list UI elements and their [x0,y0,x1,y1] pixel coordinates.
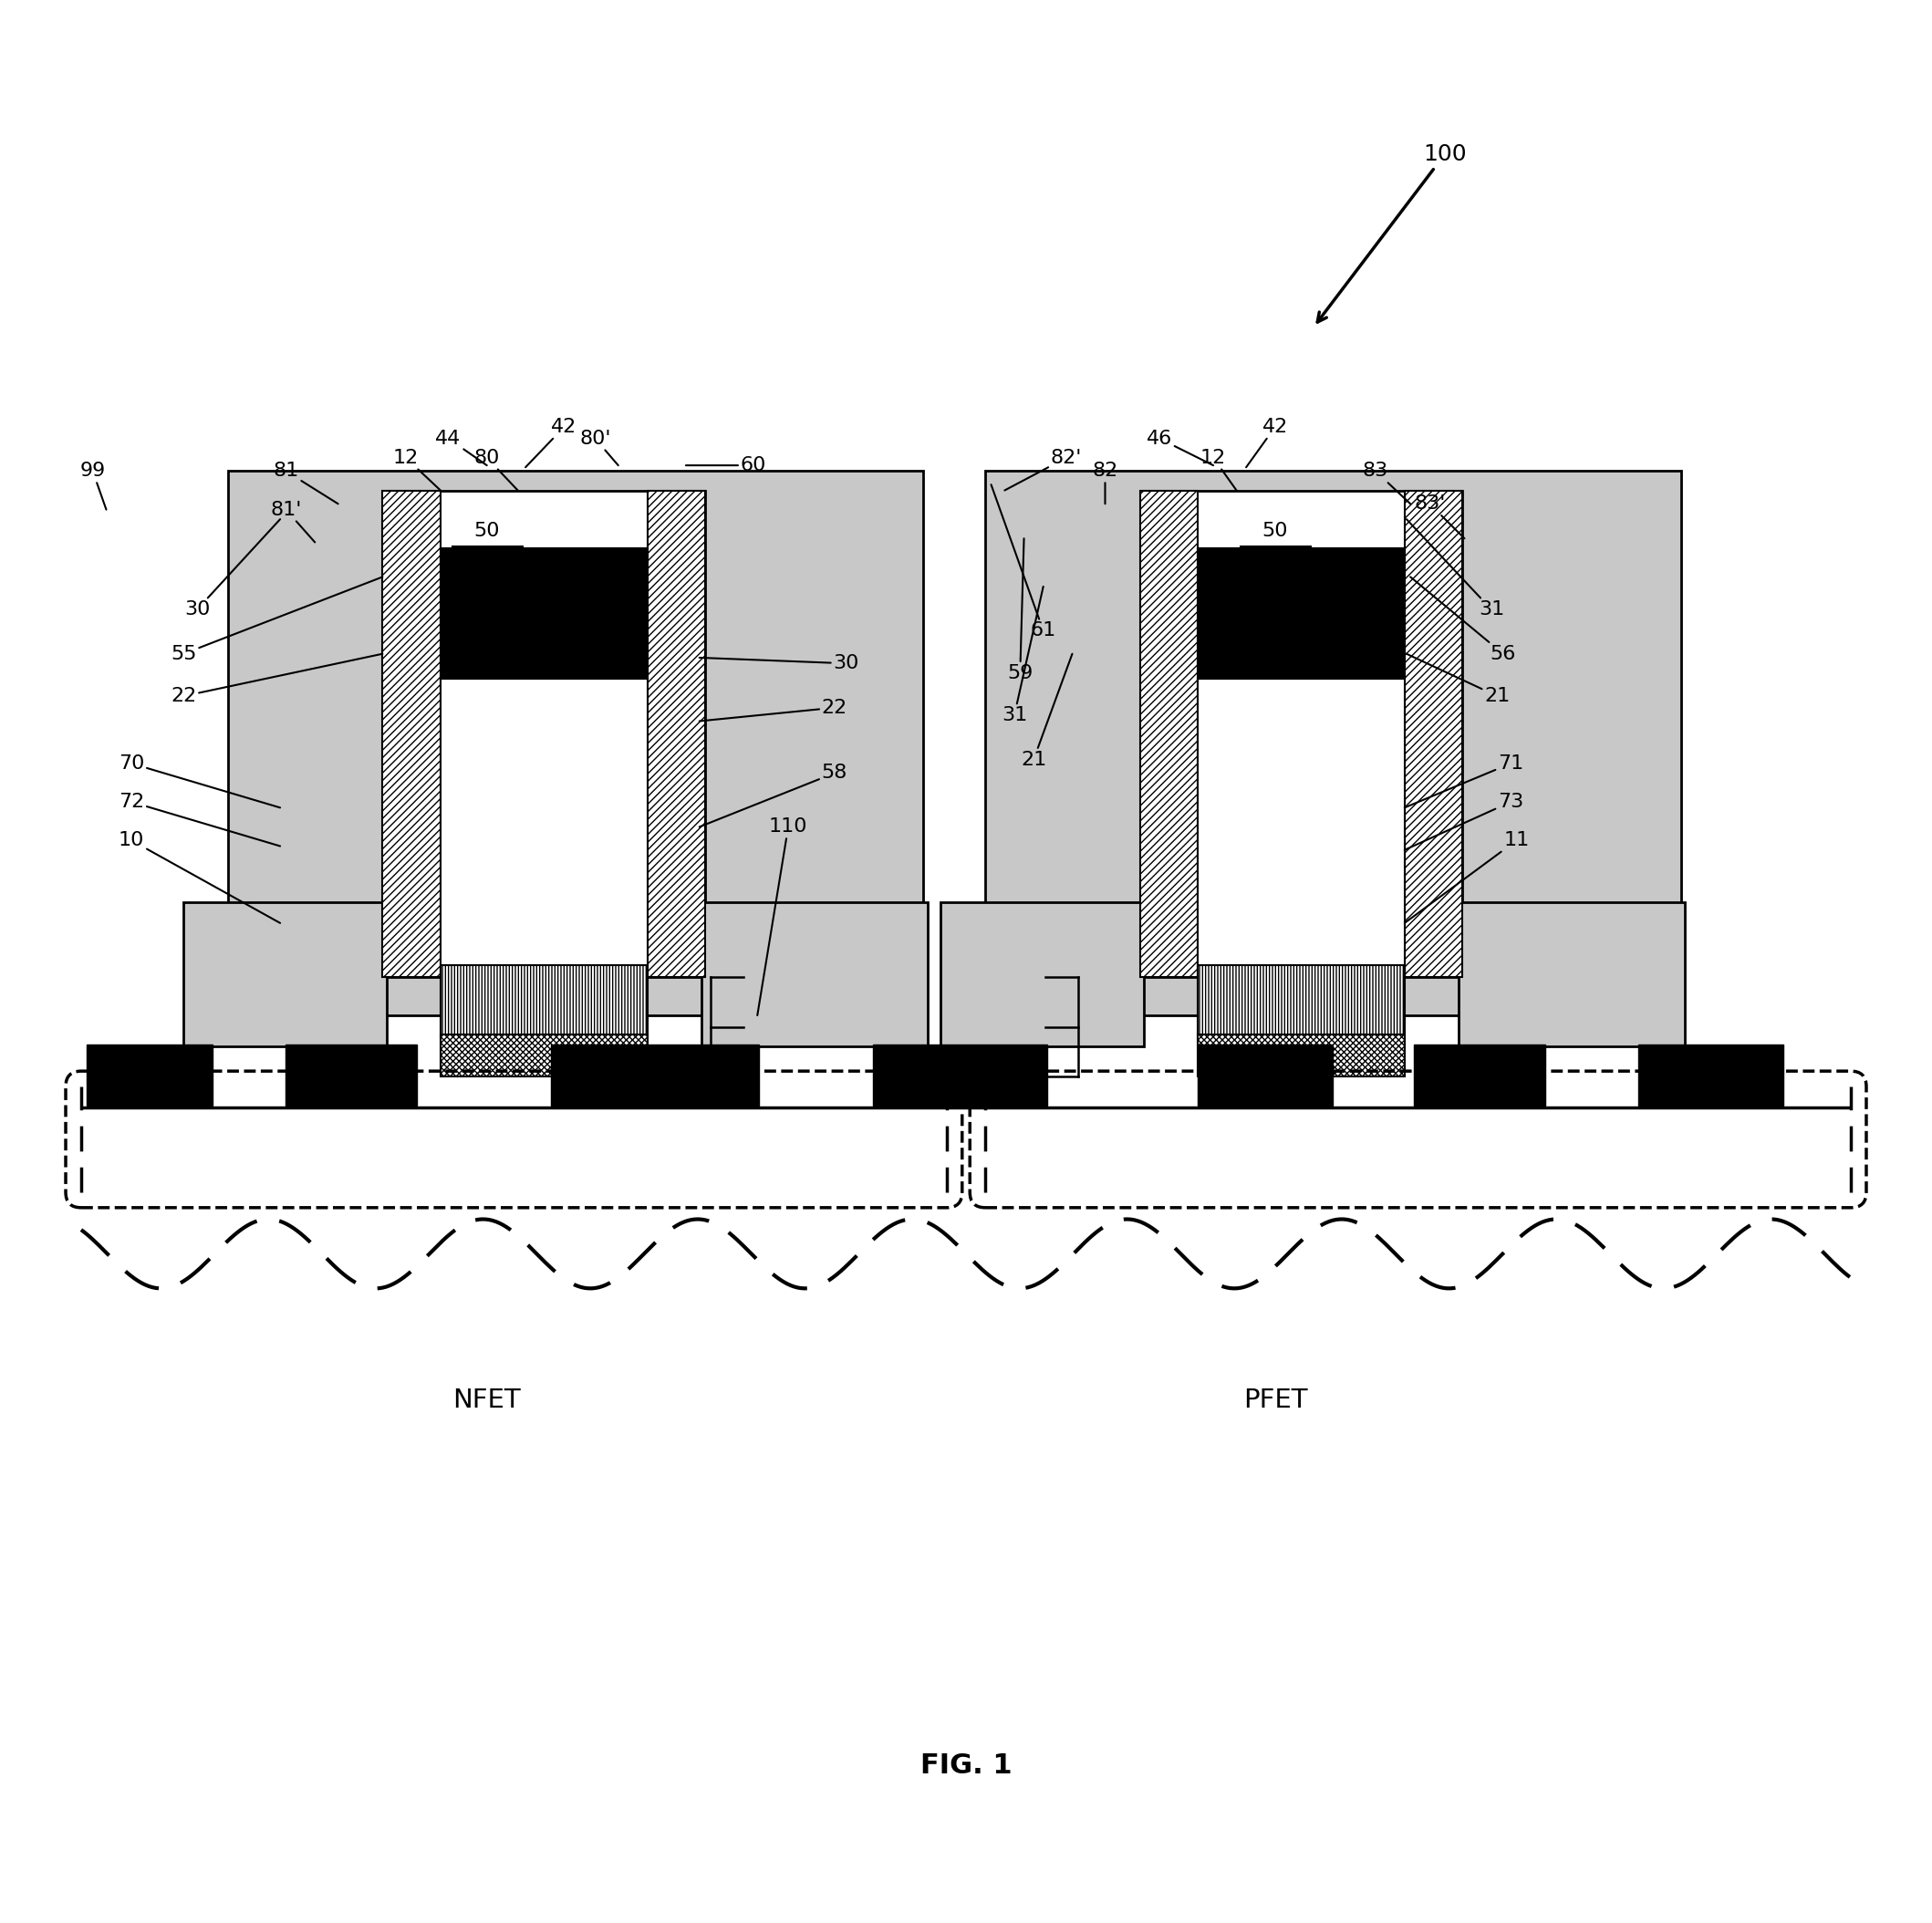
Text: 30: 30 [184,519,280,619]
Text: 71: 71 [1405,754,1524,808]
Bar [1459,902,1685,1046]
Bar [383,490,440,977]
Bar [873,1044,1047,1106]
Bar [440,679,647,977]
Text: 99: 99 [79,462,106,510]
Text: 70: 70 [118,754,280,808]
Text: 82': 82' [1005,448,1082,490]
Text: 42: 42 [1246,417,1289,467]
Text: 11: 11 [1405,831,1530,923]
Text: 21: 21 [1020,654,1072,769]
Text: NFET: NFET [452,1386,522,1413]
Text: 56: 56 [1410,577,1517,663]
Text: 58: 58 [699,763,848,827]
Text: 83: 83 [1362,462,1410,504]
Text: 83': 83' [1414,494,1464,538]
Text: 12: 12 [392,448,440,490]
Bar [228,471,923,1015]
Bar [647,490,705,977]
Text: 31: 31 [1001,587,1043,725]
Text: 61: 61 [991,485,1057,640]
Bar [87,1044,213,1106]
Text: 81: 81 [272,462,338,504]
Bar [383,490,705,977]
Text: 80: 80 [473,448,518,490]
Bar [941,902,1144,1046]
Bar [701,902,927,1046]
Bar [440,965,647,1038]
Bar [1140,490,1198,977]
Bar [985,471,1681,1015]
Bar [1198,965,1405,1038]
Text: 81': 81' [270,500,315,542]
Text: 21: 21 [1406,654,1511,706]
Text: 10: 10 [118,831,280,923]
Text: 44: 44 [435,429,487,465]
Text: 59: 59 [1007,538,1034,683]
Bar [1414,1044,1546,1106]
Text: FIG. 1: FIG. 1 [920,1752,1012,1779]
Bar [1638,1044,1783,1106]
Bar [1405,490,1463,977]
Text: 82: 82 [1092,462,1119,504]
Text: 22: 22 [699,698,848,721]
Text: 110: 110 [757,817,808,1015]
Text: 22: 22 [170,654,383,706]
Bar [440,1035,647,1077]
Text: 60: 60 [686,456,767,475]
Text: 31: 31 [1406,519,1505,619]
Text: 100: 100 [1318,142,1466,321]
Bar [184,902,386,1046]
Text: 50: 50 [1262,521,1289,540]
Text: 46: 46 [1146,429,1213,465]
Text: PFET: PFET [1242,1386,1308,1413]
Bar [1140,490,1463,977]
Text: 80': 80' [580,429,618,465]
Text: 50: 50 [473,521,500,540]
Text: 55: 55 [170,577,383,663]
Bar [1198,679,1405,977]
Bar [1198,1044,1333,1106]
Bar [440,548,647,679]
Text: 73: 73 [1405,792,1524,850]
Bar [551,1044,759,1106]
Bar [286,1044,417,1106]
Text: 42: 42 [526,417,578,467]
Bar [1198,548,1405,679]
Text: 72: 72 [118,792,280,846]
Text: 30: 30 [699,654,860,673]
Text: 12: 12 [1200,448,1236,490]
Bar [1198,1035,1405,1077]
